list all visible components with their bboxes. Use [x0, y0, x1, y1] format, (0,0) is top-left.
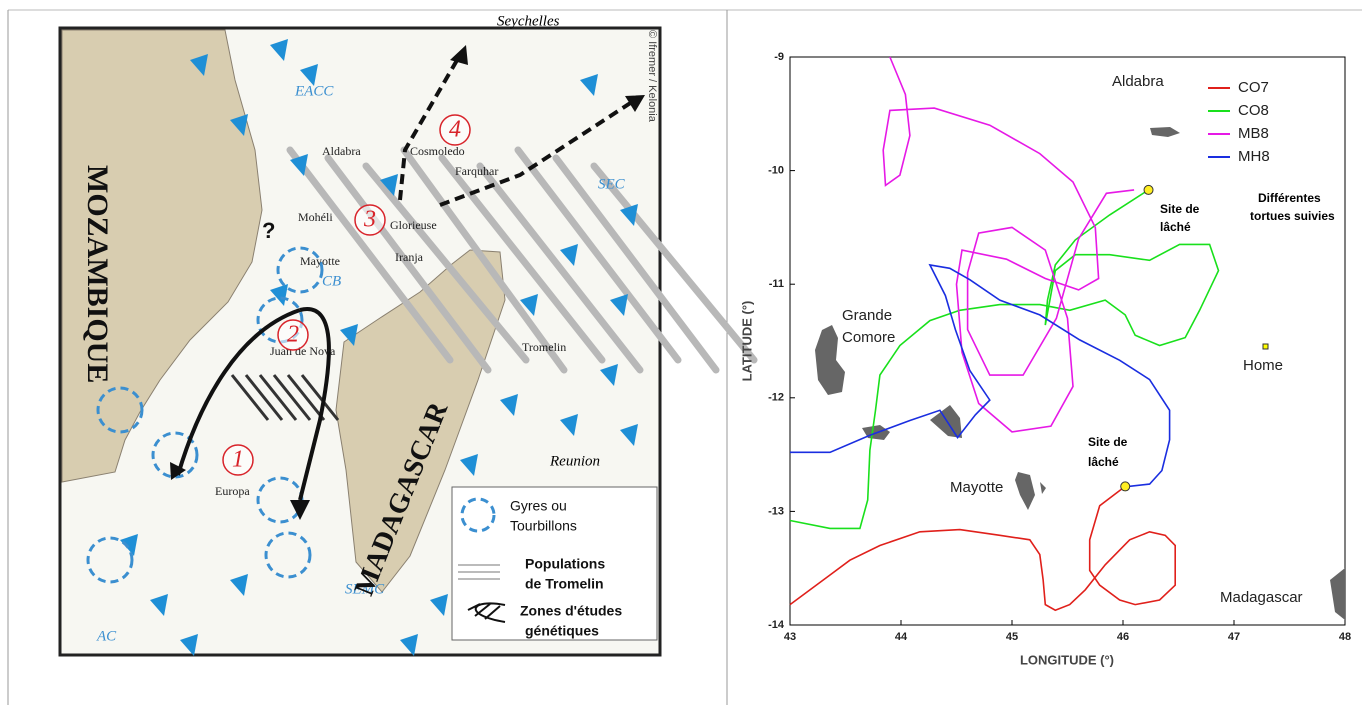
- map-label: Seychelles: [497, 13, 560, 29]
- legend-text: génétiques: [525, 623, 599, 639]
- map-label: Glorieuse: [390, 218, 437, 232]
- annotation: Mayotte: [950, 479, 1003, 496]
- map-label: ?: [262, 218, 275, 243]
- legend-text: Tourbillons: [510, 518, 577, 534]
- zone-number: 1: [232, 447, 244, 473]
- x-tick-label: 46: [1117, 631, 1129, 643]
- map-label: Iranja: [395, 250, 424, 264]
- legend-text: de Tromelin: [525, 576, 604, 592]
- zone-number: 3: [363, 207, 376, 233]
- legend-label: MH8: [1238, 148, 1270, 165]
- island: [1263, 344, 1268, 349]
- chart: Aldabra Grande Comore Mayotte Madagascar…: [739, 51, 1351, 668]
- legend-label: MB8: [1238, 125, 1269, 142]
- map-label: Farquhar: [455, 164, 498, 178]
- map-label: Reunion: [549, 453, 600, 469]
- map-label: Tromelin: [522, 340, 566, 354]
- x-tick-label: 48: [1339, 631, 1351, 643]
- zone-number: 4: [449, 117, 461, 143]
- country-label: MOZAMBIQUE: [81, 165, 114, 383]
- map: Seychelles © Ifremer / Kelonia EACC Alda…: [60, 13, 754, 656]
- annotation: tortues suivies: [1250, 209, 1335, 223]
- x-tick-label: 47: [1228, 631, 1240, 643]
- annotation: Madagascar: [1220, 589, 1303, 606]
- current-label: AC: [96, 628, 117, 644]
- annotation: lâché: [1160, 220, 1191, 234]
- map-label: Europa: [215, 484, 250, 498]
- release-site: [1144, 185, 1153, 194]
- x-axis-label: LONGITUDE (°): [1020, 652, 1114, 667]
- annotation: Comore: [842, 329, 895, 346]
- x-tick-label: 45: [1006, 631, 1018, 643]
- zone-number: 2: [287, 322, 299, 348]
- annotation: Différentes: [1258, 191, 1321, 205]
- annotation: Site de: [1160, 202, 1200, 216]
- x-tick-label: 43: [784, 631, 796, 643]
- legend-label: CO8: [1238, 102, 1269, 119]
- annotation: Aldabra: [1112, 73, 1164, 90]
- annotation: Home: [1243, 357, 1283, 374]
- y-tick-label: -12: [768, 392, 784, 404]
- map-label: Mayotte: [300, 254, 340, 268]
- map-label: Aldabra: [322, 144, 361, 158]
- current-label: CB: [322, 273, 341, 289]
- x-tick-label: 44: [895, 631, 908, 643]
- y-tick-label: -9: [774, 51, 784, 63]
- current-label: SEC: [598, 176, 626, 192]
- legend-text: Populations: [525, 556, 605, 572]
- annotation: Grande: [842, 307, 892, 324]
- y-tick-label: -10: [768, 165, 784, 177]
- legend-text: Zones d'études: [520, 603, 622, 619]
- annotation: lâché: [1088, 455, 1119, 469]
- legend-label: CO7: [1238, 79, 1269, 96]
- map-label: Cosmoledo: [410, 144, 465, 158]
- legend-text: Gyres ou: [510, 498, 567, 514]
- y-axis-label: LATITUDE (°): [739, 301, 754, 382]
- annotation: Site de: [1088, 435, 1128, 449]
- release-site: [1121, 482, 1130, 491]
- y-tick-label: -13: [768, 505, 784, 517]
- current-label: EACC: [294, 83, 334, 99]
- y-tick-label: -11: [769, 278, 784, 290]
- credit: © Ifremer / Kelonia: [646, 30, 658, 123]
- map-label: Mohéli: [298, 210, 333, 224]
- page: Seychelles © Ifremer / Kelonia EACC Alda…: [0, 0, 1362, 705]
- y-tick-label: -14: [768, 619, 785, 631]
